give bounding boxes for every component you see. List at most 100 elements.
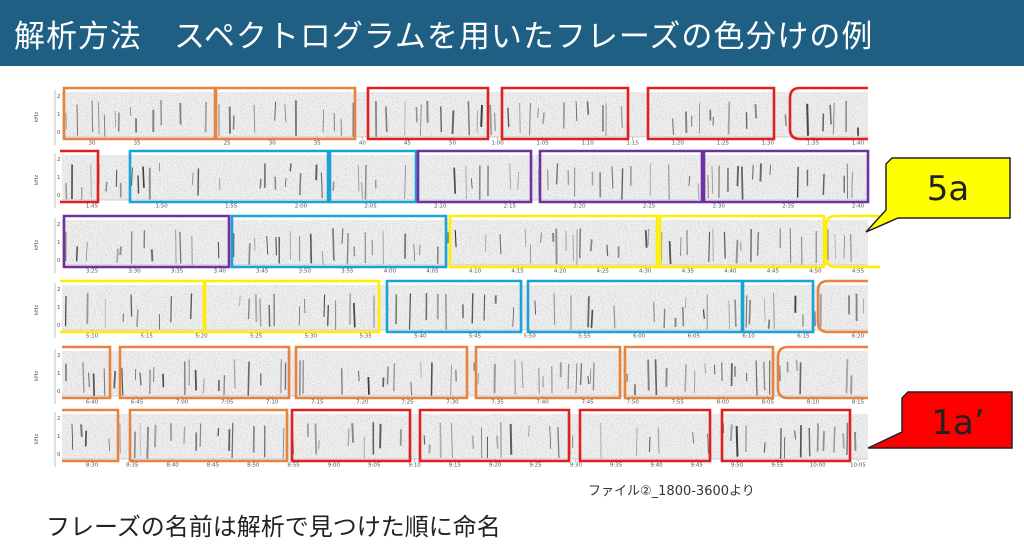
syllable-mark: [779, 428, 782, 459]
syllable-mark: [318, 440, 320, 450]
phrase-box-yellow: [448, 214, 659, 269]
syllable-mark: [386, 366, 389, 385]
syllable-mark: [509, 423, 513, 455]
x-tick-label: 7:25: [401, 400, 414, 406]
syllable-mark: [702, 309, 705, 319]
spectrogram-row: kHz 2 1 0 8:30 8:35 8:40 8:45 8:50 8:55 9:00 9:05 9:…: [34, 412, 868, 469]
x-tick-label: 1:40: [852, 141, 865, 147]
x-tick-label: 6:40: [86, 400, 99, 406]
phrase-box-red: [578, 408, 712, 463]
y-tick-label: 1: [57, 305, 61, 311]
syllable-mark: [357, 165, 360, 192]
x-tick-label: 45: [404, 141, 411, 147]
syllable-mark: [105, 181, 108, 192]
syllable-mark: [139, 372, 142, 386]
y-tick-label: 1: [57, 434, 61, 440]
syllable-mark: [238, 295, 241, 306]
syllable-mark: [254, 294, 258, 322]
syllable-mark: [233, 359, 236, 389]
syllable-mark: [410, 381, 413, 396]
x-tick-label: 5:25: [250, 334, 263, 340]
spectrogram-noise: [62, 220, 868, 265]
x-tick-label: 7:30: [446, 400, 459, 406]
phrase-box-yellow: [203, 279, 381, 334]
phrase-box-blue: [741, 279, 815, 334]
syllable-mark: [734, 299, 737, 327]
x-tick-label: 4:10: [469, 269, 482, 275]
syllable-mark: [471, 435, 475, 449]
syllable-mark: [465, 165, 467, 200]
x-tick-label: 1:55: [225, 204, 238, 210]
syllable-mark: [484, 233, 487, 253]
y-tick-label: 2: [57, 416, 61, 422]
x-tick-label: 2:00: [295, 204, 308, 210]
syllable-mark: [314, 423, 318, 455]
syllable-mark: [190, 293, 193, 320]
syllable-mark: [587, 296, 590, 328]
syllable-mark: [671, 118, 675, 135]
syllable-mark: [647, 228, 650, 247]
x-tick-label: 4:00: [384, 269, 397, 275]
syllable-mark: [364, 164, 367, 200]
syllable-mark: [415, 106, 418, 123]
syllable-mark: [183, 426, 186, 445]
syllable-mark: [341, 228, 344, 244]
x-tick-label: 4:45: [767, 269, 780, 275]
syllable-mark: [537, 107, 539, 118]
phrase-box-orange: [62, 408, 120, 463]
y-tick-label: 2: [57, 157, 61, 163]
syllable-mark: [103, 368, 106, 396]
syllable-mark: [320, 172, 323, 199]
x-tick-label: 8:35: [126, 463, 139, 469]
x-tick-label: 9:05: [368, 463, 381, 469]
phrase-box-yellow: [658, 214, 826, 269]
syllable-mark: [681, 306, 685, 327]
callouts: 5a 1a’: [865, 157, 1013, 449]
x-tick-label: 2:25: [643, 204, 656, 210]
syllable-mark: [562, 102, 566, 129]
syllable-mark: [557, 427, 560, 458]
phrase-box-purple: [416, 149, 533, 204]
callout-5a-bubble: [865, 157, 1011, 233]
x-tick-label: 9:15: [449, 463, 462, 469]
syllable-mark: [590, 309, 594, 328]
syllable-mark: [146, 426, 149, 459]
phrase-box-orange: [214, 86, 357, 141]
syllable-mark: [470, 178, 473, 189]
x-tick-label: 7:00: [176, 400, 189, 406]
y-tick-label: 2: [57, 94, 61, 100]
x-tick-label: 4:25: [596, 269, 609, 275]
x-tick-label: 8:40: [166, 463, 179, 469]
syllable-mark: [663, 308, 666, 329]
syllable-mark: [589, 368, 592, 384]
syllable-mark: [697, 183, 700, 200]
x-tick-label: 6:05: [688, 334, 701, 340]
syllable-mark: [540, 232, 542, 243]
syllable-mark: [191, 172, 194, 186]
x-tick-label: 25: [224, 141, 231, 147]
x-tick-label: 5:55: [578, 334, 591, 340]
x-tick-label: 7:35: [491, 400, 504, 406]
phrase-box-orange: [816, 279, 868, 334]
x-tick-label: 3:30: [128, 269, 141, 275]
syllable-mark: [755, 360, 758, 396]
x-tick-label: 7:20: [356, 400, 369, 406]
syllable-mark: [361, 182, 364, 199]
syllable-mark: [754, 104, 757, 119]
phrase-box-red: [720, 408, 852, 463]
syllable-mark: [613, 305, 616, 329]
syllable-mark: [784, 114, 787, 127]
syllable-mark: [763, 361, 766, 391]
syllable-mark: [332, 228, 335, 261]
syllable-mark: [707, 175, 710, 199]
syllable-mark: [653, 301, 655, 323]
syllable-mark: [121, 367, 124, 396]
x-tick-label: 10:05: [850, 463, 866, 469]
syllable-mark: [204, 101, 207, 133]
syllable-mark: [76, 104, 79, 136]
phrase-box-yellow: [824, 214, 880, 269]
phrase-boxes: [60, 86, 880, 463]
syllable-mark: [688, 175, 691, 186]
syllable-mark: [736, 165, 740, 187]
